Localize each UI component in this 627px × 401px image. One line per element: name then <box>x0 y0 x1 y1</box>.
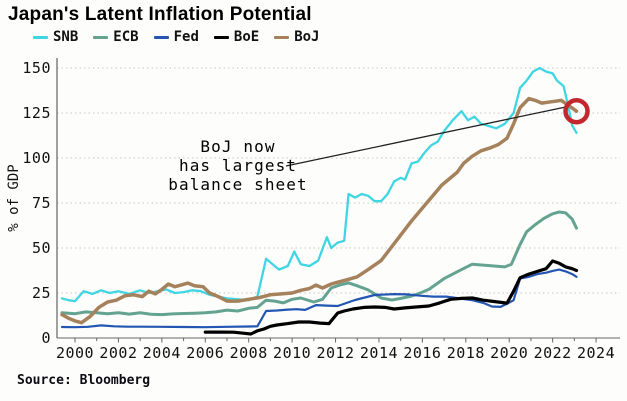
legend-item-ecb: ECB <box>93 29 139 45</box>
y-tick-label-75: 75 <box>32 194 51 212</box>
y-axis-label: % of GDP <box>6 164 22 232</box>
x-tick-label-2022: 2022 <box>534 344 572 362</box>
y-tick-label-25: 25 <box>32 284 51 302</box>
x-tick-label-2004: 2004 <box>143 344 181 362</box>
legend-label: BoE <box>233 29 260 45</box>
legend-item-fed: Fed <box>153 29 199 45</box>
y-tick-label-150: 150 <box>22 59 51 77</box>
series-line-boj <box>60 96 579 325</box>
series-line-ecb <box>60 210 578 317</box>
x-tick-label-2006: 2006 <box>186 344 224 362</box>
legend-swatch-snb <box>33 35 48 39</box>
legend-label: SNB <box>53 29 79 45</box>
legend-swatch-boj <box>274 35 290 39</box>
legend-label: ECB <box>113 29 139 45</box>
series-line-fed <box>60 268 578 329</box>
x-tick-label-2018: 2018 <box>447 344 485 362</box>
x-tick-label-2020: 2020 <box>490 344 528 362</box>
legend-swatch-boe <box>213 35 229 39</box>
legend-swatch-ecb <box>93 35 109 39</box>
x-tick-label-2014: 2014 <box>360 344 398 362</box>
annotation-arrow <box>285 106 565 167</box>
series-line-boe <box>203 259 579 336</box>
x-tick-label-2010: 2010 <box>273 344 311 362</box>
chart-title: Japan's Latent Inflation Potential <box>8 4 312 25</box>
legend-item-boe: BoE <box>213 29 260 45</box>
legend-swatch-fed <box>153 35 169 39</box>
legend-label: BoJ <box>294 29 320 45</box>
annotation-line-2: has largest <box>178 156 298 175</box>
annotation-line-3: balance sheet <box>168 175 308 194</box>
legend: SNB ECB Fed BoE BoJ <box>33 29 319 45</box>
x-tick-label-2008: 2008 <box>230 344 268 362</box>
annotation-text: BoJ now has largest balance sheet <box>130 137 346 194</box>
x-tick-label-2002: 2002 <box>99 344 137 362</box>
legend-label: Fed <box>173 29 199 45</box>
y-tick-label-50: 50 <box>32 239 51 257</box>
source-credit: Source: Bloomberg <box>17 373 151 388</box>
legend-item-snb: SNB <box>33 29 78 45</box>
x-tick-label-2016: 2016 <box>403 344 441 362</box>
highlight-circle <box>563 97 590 125</box>
x-tick-label-2000: 2000 <box>56 344 94 362</box>
y-tick-label-100: 100 <box>22 149 51 167</box>
annotation-line-1: BoJ now <box>200 137 276 156</box>
x-tick-label-2012: 2012 <box>316 344 354 362</box>
legend-item-boj: BoJ <box>274 29 319 45</box>
y-tick-label-125: 125 <box>22 104 51 122</box>
x-tick-label-2024: 2024 <box>577 344 615 362</box>
y-tick-label-0: 0 <box>41 329 51 347</box>
